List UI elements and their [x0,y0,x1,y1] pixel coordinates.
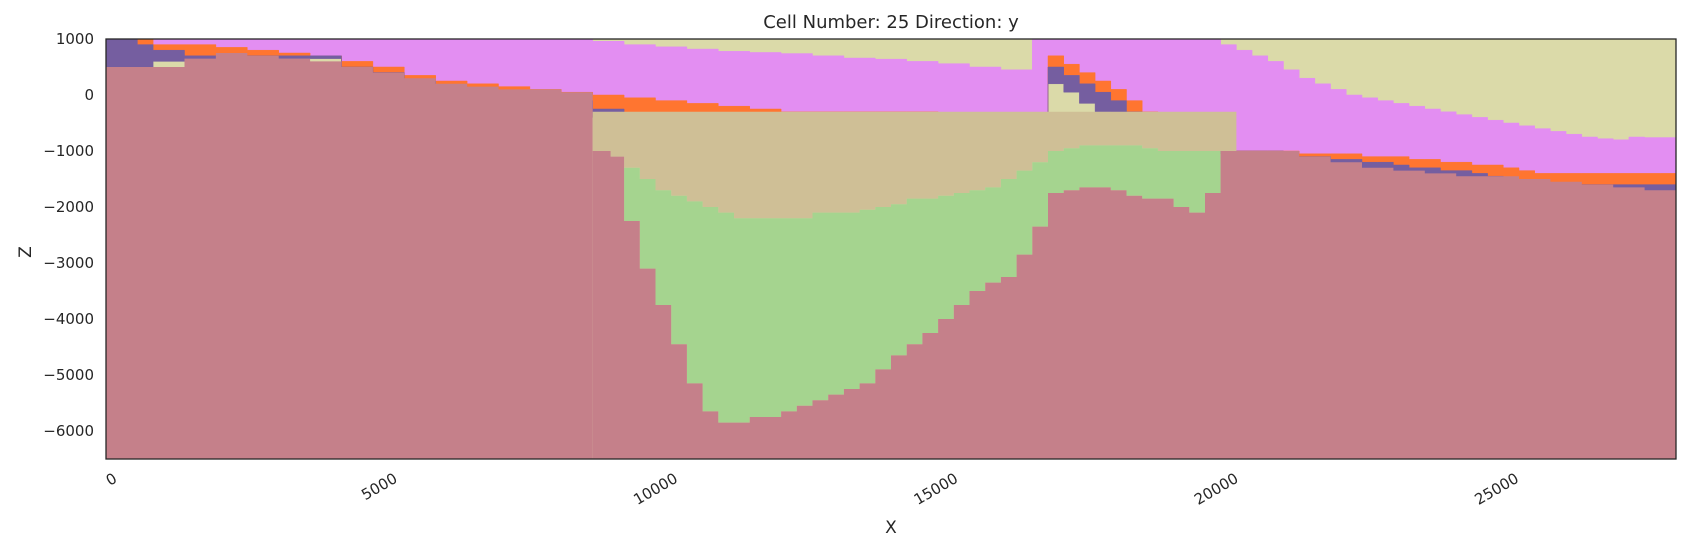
plot-area [105,38,1677,459]
x-tick-label: 20000 [1191,469,1241,508]
y-tick-label: −6000 [43,422,94,440]
green-unit-layer [592,145,1237,423]
y-tick-label: −4000 [43,310,94,328]
tan-unit-layer [592,111,1237,219]
y-tick-labels: 1000 0 −1000 −2000 −3000 −4000 −5000 −6000 [43,30,94,440]
x-tick-label: 25000 [1471,469,1521,508]
y-tick-label: −5000 [43,366,94,384]
x-tick-label: 10000 [630,469,680,508]
x-axis-label: X [885,518,897,538]
x-tick-label: 5000 [358,469,400,504]
y-tick-label: −1000 [43,142,94,160]
basement-left [106,53,593,459]
plot-frame [105,38,1677,460]
y-tick-label: −2000 [43,198,94,216]
x-tick-label: 0 [103,469,120,489]
y-tick-label: 0 [84,86,94,104]
basement-basin-floor [592,151,1237,459]
chart-title: Cell Number: 25 Direction: y [763,12,1019,33]
y-tick-label: 1000 [56,30,94,48]
y-tick-label: −3000 [43,254,94,272]
basement-right [1220,151,1676,459]
y-axis-label: Z [16,246,36,258]
x-tick-label: 15000 [911,469,961,508]
x-tick-labels: 0 5000 10000 15000 20000 25000 [103,469,1522,508]
